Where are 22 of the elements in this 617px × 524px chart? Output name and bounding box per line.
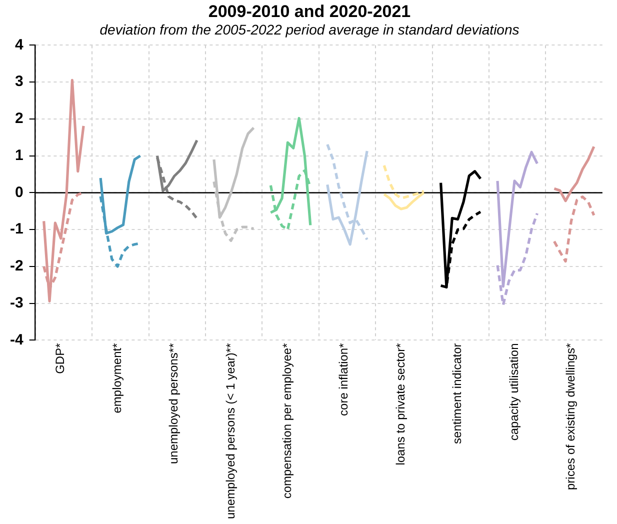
y-tick-label: 4 [14,36,24,54]
y-tick-label: -3 [10,294,24,312]
x-tick-label: sentiment indicator [450,343,464,444]
y-tick-label: 1 [14,146,24,164]
chart-title: 2009-2010 and 2020-2021 [208,2,411,21]
y-tick-label: 3 [14,73,24,90]
x-tick-label: capacity utilisation [506,343,521,441]
x-tick-label: employment* [110,342,124,414]
x-tick-label: loans to private sector* [393,342,408,466]
y-tick-label: 2 [14,110,24,128]
line-series [552,195,596,263]
y-tick-label: -2 [10,258,24,275]
chart-subtitle: deviation from the 2005-2022 period average in standard deviations [100,22,520,38]
y-tick-label: 0 [14,184,24,201]
y-tick-label: -1 [10,220,24,238]
x-tick-label: GDP* [53,342,68,374]
x-tick-label: unemployed persons** [166,342,181,464]
x-tick-label: compensation per employee* [280,342,294,499]
y-tick-label: -4 [10,331,24,348]
x-tick-label: core inflation* [336,342,351,416]
x-tick-label: unemployed persons (< 1 year)** [223,342,238,519]
x-tick-label: prices of existing dwellings* [564,342,578,490]
